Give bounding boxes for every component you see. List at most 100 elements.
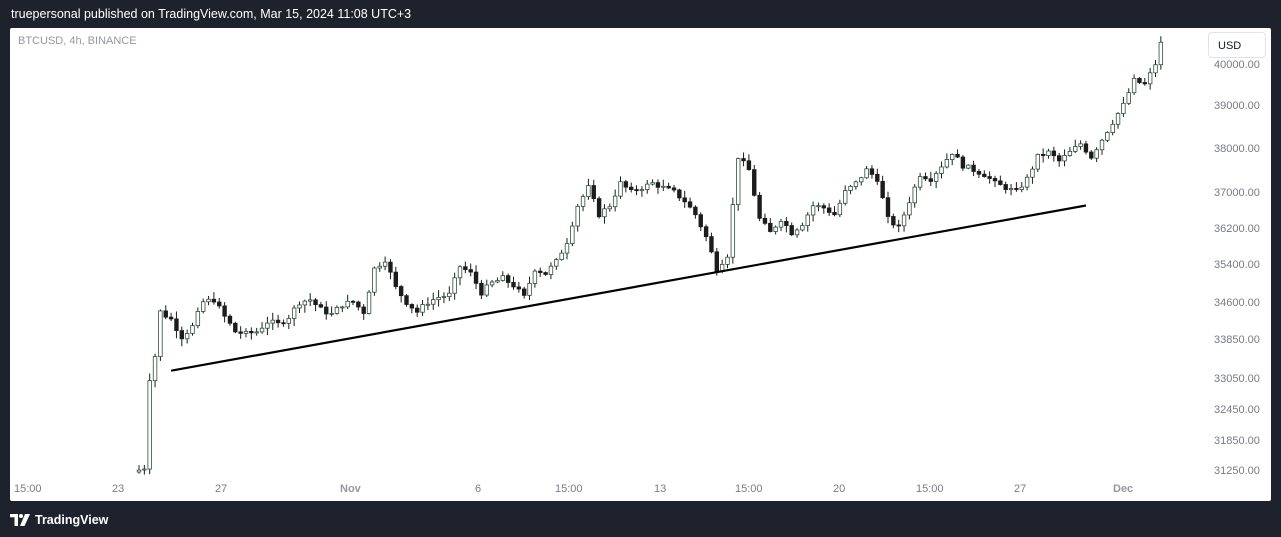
candle-body — [1083, 143, 1089, 153]
candle-body — [591, 185, 596, 199]
x-tick-label: Nov — [340, 483, 362, 495]
candle-body — [1073, 146, 1078, 152]
candle-body — [265, 322, 270, 329]
y-tick-label: 40000.00 — [1214, 59, 1260, 71]
candle-body — [944, 159, 950, 168]
candle-body — [966, 164, 971, 169]
candle-body — [907, 202, 912, 216]
candle-body — [468, 269, 473, 273]
candle-body — [805, 214, 810, 226]
candle-body — [741, 158, 746, 162]
candle-body — [1099, 139, 1105, 151]
candle-body — [564, 243, 570, 254]
x-tick-label: 15:00 — [555, 483, 583, 495]
candle-body — [826, 207, 832, 213]
candle-body — [784, 220, 789, 226]
candle-body — [746, 160, 752, 171]
candle-body — [1057, 155, 1062, 162]
candle-body — [1014, 188, 1019, 190]
candle-body — [955, 153, 960, 158]
candle-body — [147, 380, 152, 470]
candle-body — [543, 272, 548, 275]
candle-body — [891, 216, 896, 226]
x-tick-label: Dec — [1113, 483, 1133, 495]
candle-body — [971, 164, 976, 172]
candle-body — [773, 226, 778, 232]
x-tick-label: 23 — [112, 483, 124, 495]
candle-body — [211, 298, 217, 303]
candle-body — [431, 299, 436, 305]
y-tick-label: 36200.00 — [1214, 223, 1260, 235]
candle-body — [538, 270, 543, 273]
candle-body — [206, 298, 211, 303]
candle-body — [998, 180, 1003, 185]
candle-body — [661, 185, 666, 188]
price-chart[interactable]: 40000.00 39000.00 38000.00 37000.00 36200.00… — [10, 28, 1271, 501]
candle-body — [901, 214, 907, 227]
candle-body — [645, 183, 650, 190]
candle-body — [291, 307, 297, 319]
candle-body — [1078, 143, 1083, 147]
candle-body — [227, 315, 233, 324]
currency-button[interactable]: USD — [1208, 32, 1266, 58]
chart-panel[interactable]: 40000.00 39000.00 38000.00 37000.00 36200.00… — [10, 28, 1271, 501]
candle-body — [1126, 92, 1131, 104]
candle-body — [179, 330, 184, 340]
candle-body — [484, 284, 489, 296]
candle-body — [612, 195, 618, 208]
tradingview-logo[interactable]: TradingView — [10, 513, 108, 527]
candle-body — [768, 222, 773, 232]
candle-body — [939, 166, 944, 174]
candle-body — [361, 306, 366, 314]
candle-body — [254, 331, 259, 334]
time-axis: 15:00 23 27 Nov 6 15:00 13 15:00 20 15:00 27 Dec — [14, 483, 1133, 495]
y-tick-label: 31850.00 — [1214, 435, 1260, 447]
x-tick-label: 15:00 — [916, 483, 944, 495]
candle-body — [345, 300, 350, 308]
candle-body — [875, 174, 880, 182]
tradingview-logo-icon — [10, 514, 30, 526]
candle-body — [682, 197, 687, 203]
candle-body — [987, 176, 992, 179]
candle-body — [730, 204, 736, 258]
candle-body — [982, 173, 987, 177]
candle-body — [885, 197, 891, 217]
candle-body — [1003, 184, 1008, 190]
candle-body — [859, 177, 864, 183]
candle-body — [200, 301, 206, 312]
candle-body — [249, 330, 254, 334]
candle-body — [800, 225, 805, 231]
candle-body — [1121, 102, 1126, 114]
candle-body — [1040, 154, 1046, 156]
candle-body — [275, 319, 281, 324]
candle-body — [853, 181, 859, 187]
candle-body — [960, 156, 966, 169]
candle-body — [1153, 64, 1158, 74]
candle-body — [677, 189, 682, 199]
candle-body — [217, 301, 222, 307]
candle-body — [650, 182, 655, 185]
candle-body — [463, 266, 468, 271]
candle-body — [243, 330, 249, 334]
candle-body — [864, 168, 869, 179]
candle-body — [602, 208, 607, 218]
candle-body — [821, 205, 826, 209]
candle-body — [495, 280, 500, 283]
candle-body — [473, 271, 479, 284]
candle-body — [522, 288, 527, 296]
candle-body — [457, 266, 463, 279]
candle-body — [350, 300, 356, 303]
candle-body — [757, 194, 762, 219]
candle-body — [441, 296, 447, 298]
y-tick-label: 32450.00 — [1214, 404, 1260, 416]
y-tick-label: 38000.00 — [1214, 143, 1260, 155]
candle-body — [436, 297, 441, 301]
candle-body — [136, 469, 142, 473]
candle-body — [709, 236, 714, 253]
candle-body — [794, 229, 800, 236]
y-tick-label: 31250.00 — [1214, 465, 1260, 477]
y-tick-label: 35400.00 — [1214, 259, 1260, 271]
candle-body — [1051, 150, 1057, 157]
candle-body — [233, 322, 238, 333]
candle-body — [1008, 188, 1014, 190]
